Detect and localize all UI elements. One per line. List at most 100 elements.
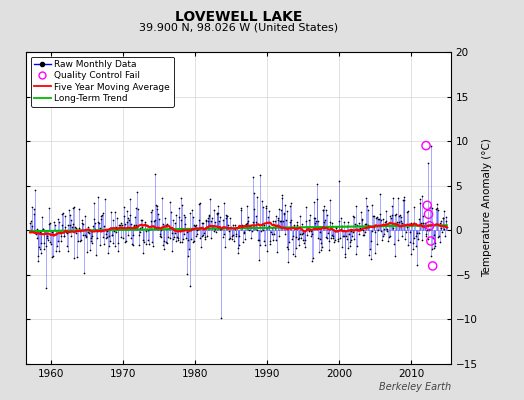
Point: [49, 253, 57, 259]
Point: [322, 206, 331, 213]
Text: 39.900 N, 98.026 W (United States): 39.900 N, 98.026 W (United States): [139, 22, 338, 32]
Point: [297, 234, 305, 241]
Point: [188, 206, 196, 213]
Point: [410, 235, 418, 241]
Point: [174, 237, 182, 244]
Point: [68, 224, 77, 230]
Point: [395, 213, 403, 219]
Point: [134, 206, 142, 213]
Point: [439, 214, 447, 221]
Point: [64, 222, 73, 228]
Point: [139, 237, 147, 243]
Point: [94, 194, 102, 200]
Point: [231, 222, 239, 228]
Point: [139, 250, 148, 256]
Point: [53, 238, 62, 244]
Point: [224, 222, 232, 228]
Point: [71, 225, 80, 231]
Point: [410, 204, 419, 210]
Point: [90, 216, 99, 222]
Point: [212, 211, 221, 218]
Point: [207, 218, 215, 224]
Point: [337, 244, 346, 250]
Point: [406, 228, 414, 235]
Point: [26, 220, 34, 226]
Point: [61, 213, 70, 219]
Point: [191, 222, 200, 228]
Point: [168, 230, 177, 236]
Point: [204, 212, 213, 218]
Point: [424, 211, 433, 218]
Point: [152, 203, 161, 210]
Point: [29, 206, 38, 213]
Point: [441, 233, 449, 240]
Point: [429, 234, 437, 241]
Point: [276, 218, 285, 224]
Point: [145, 226, 153, 232]
Point: [45, 220, 53, 227]
Point: [42, 235, 51, 241]
Point: [326, 196, 335, 203]
Point: [373, 241, 381, 247]
Point: [386, 213, 394, 219]
Point: [123, 208, 132, 215]
Point: [42, 285, 50, 292]
Point: [228, 233, 236, 239]
Point: [44, 237, 52, 243]
Point: [277, 206, 285, 213]
Point: [303, 232, 311, 238]
Point: [379, 233, 387, 239]
Point: [127, 235, 136, 241]
Point: [88, 233, 96, 239]
Point: [40, 246, 48, 252]
Point: [202, 217, 210, 223]
Point: [353, 243, 361, 249]
Point: [263, 248, 271, 254]
Point: [61, 224, 69, 230]
Point: [260, 238, 268, 244]
Point: [440, 208, 449, 214]
Point: [56, 229, 64, 235]
Point: [142, 228, 150, 234]
Point: [277, 218, 286, 225]
Point: [299, 230, 308, 236]
Point: [334, 236, 342, 242]
Point: [190, 222, 198, 228]
Point: [343, 236, 352, 242]
Point: [377, 216, 385, 223]
Point: [192, 232, 200, 239]
Point: [194, 216, 203, 223]
Point: [307, 228, 315, 234]
Point: [160, 238, 169, 245]
Point: [117, 225, 126, 232]
Point: [112, 229, 120, 235]
Point: [430, 245, 439, 251]
Point: [441, 218, 450, 224]
Point: [352, 251, 361, 258]
Point: [369, 223, 378, 230]
Point: [212, 228, 220, 235]
Point: [199, 220, 207, 226]
Point: [177, 217, 185, 224]
Point: [71, 224, 79, 230]
Point: [100, 222, 108, 229]
Point: [390, 241, 398, 247]
Point: [358, 227, 367, 234]
Point: [41, 243, 50, 250]
Point: [270, 230, 278, 237]
Point: [98, 212, 106, 218]
Point: [255, 257, 263, 264]
Point: [241, 235, 249, 242]
Point: [294, 236, 302, 242]
Point: [436, 238, 444, 245]
Point: [431, 240, 439, 246]
Point: [52, 231, 60, 237]
Point: [124, 215, 133, 221]
Point: [412, 230, 421, 236]
Point: [349, 228, 357, 235]
Point: [290, 222, 298, 228]
Point: [258, 204, 267, 210]
Point: [38, 226, 47, 232]
Point: [46, 239, 54, 246]
Point: [186, 282, 194, 289]
